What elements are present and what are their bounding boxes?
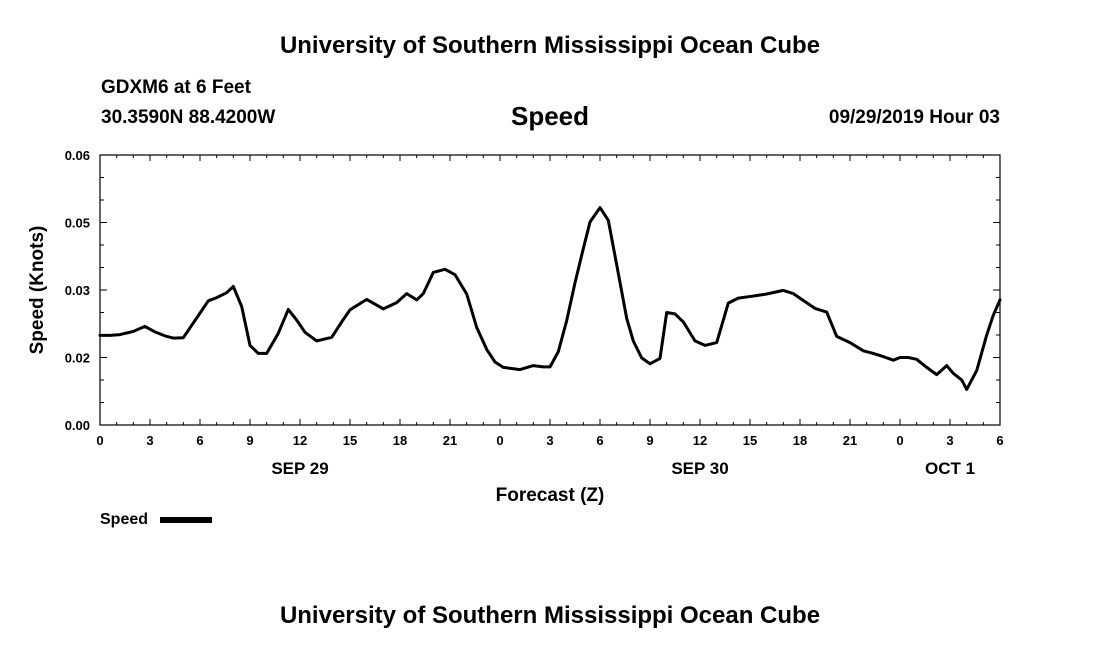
footer-title: University of Southern Mississippi Ocean… (279, 602, 821, 629)
x-tick-label: 21 (443, 433, 457, 448)
y-axis-title: Speed (Knots) (27, 226, 48, 355)
chart-ticks: 0 3 6 9 12 15 18 21 0 3 6 9 12 15 18 21 0 3 6 SEP 29 SEP 30 O… (65, 148, 1004, 478)
x-tick-label: 12 (293, 433, 307, 448)
legend-label: Speed (100, 511, 148, 528)
x-tick-label: 12 (693, 433, 707, 448)
datetime-label: 09/29/2019 Hour 03 (828, 107, 1000, 128)
x-tick-label: 21 (843, 433, 857, 448)
y-tick-label: 0.03 (65, 283, 90, 298)
station-label: GDXM6 at 6 Feet (101, 77, 251, 98)
x-tick-label: 18 (393, 433, 407, 448)
chart-marks (98, 206, 1002, 391)
y-tick-label: 0.06 (65, 148, 90, 163)
y-tick-label: 0.00 (65, 418, 90, 433)
x-tick-label: 15 (343, 433, 357, 448)
x-tick-label: 0 (496, 433, 503, 448)
x-tick-label: 6 (196, 433, 203, 448)
y-tick-label: 0.05 (65, 216, 90, 231)
chart-title: Speed (510, 101, 590, 131)
series-line-speed (98, 206, 1002, 391)
x-tick-label: 18 (793, 433, 807, 448)
x-tick-label: 0 (96, 433, 103, 448)
x-date-label: SEP 29 (271, 459, 328, 478)
x-date-label: OCT 1 (925, 459, 975, 478)
x-date-label: SEP 30 (671, 459, 728, 478)
y-tick-label: 0.02 (65, 351, 90, 366)
x-tick-label: 9 (246, 433, 253, 448)
x-tick-label: 15 (743, 433, 757, 448)
x-tick-label: 6 (596, 433, 603, 448)
x-tick-label: 6 (996, 433, 1003, 448)
legend: Speed (100, 511, 212, 528)
x-axis-title: Forecast (Z) (496, 485, 605, 506)
chart-main-title: University of Southern Mississippi Ocean… (279, 32, 821, 59)
location-label: 30.3590N 88.4200W (101, 107, 276, 128)
x-tick-label: 3 (146, 433, 153, 448)
x-tick-label: 0 (896, 433, 903, 448)
x-tick-label: 3 (546, 433, 553, 448)
x-tick-label: 9 (646, 433, 653, 448)
x-tick-label: 3 (946, 433, 953, 448)
